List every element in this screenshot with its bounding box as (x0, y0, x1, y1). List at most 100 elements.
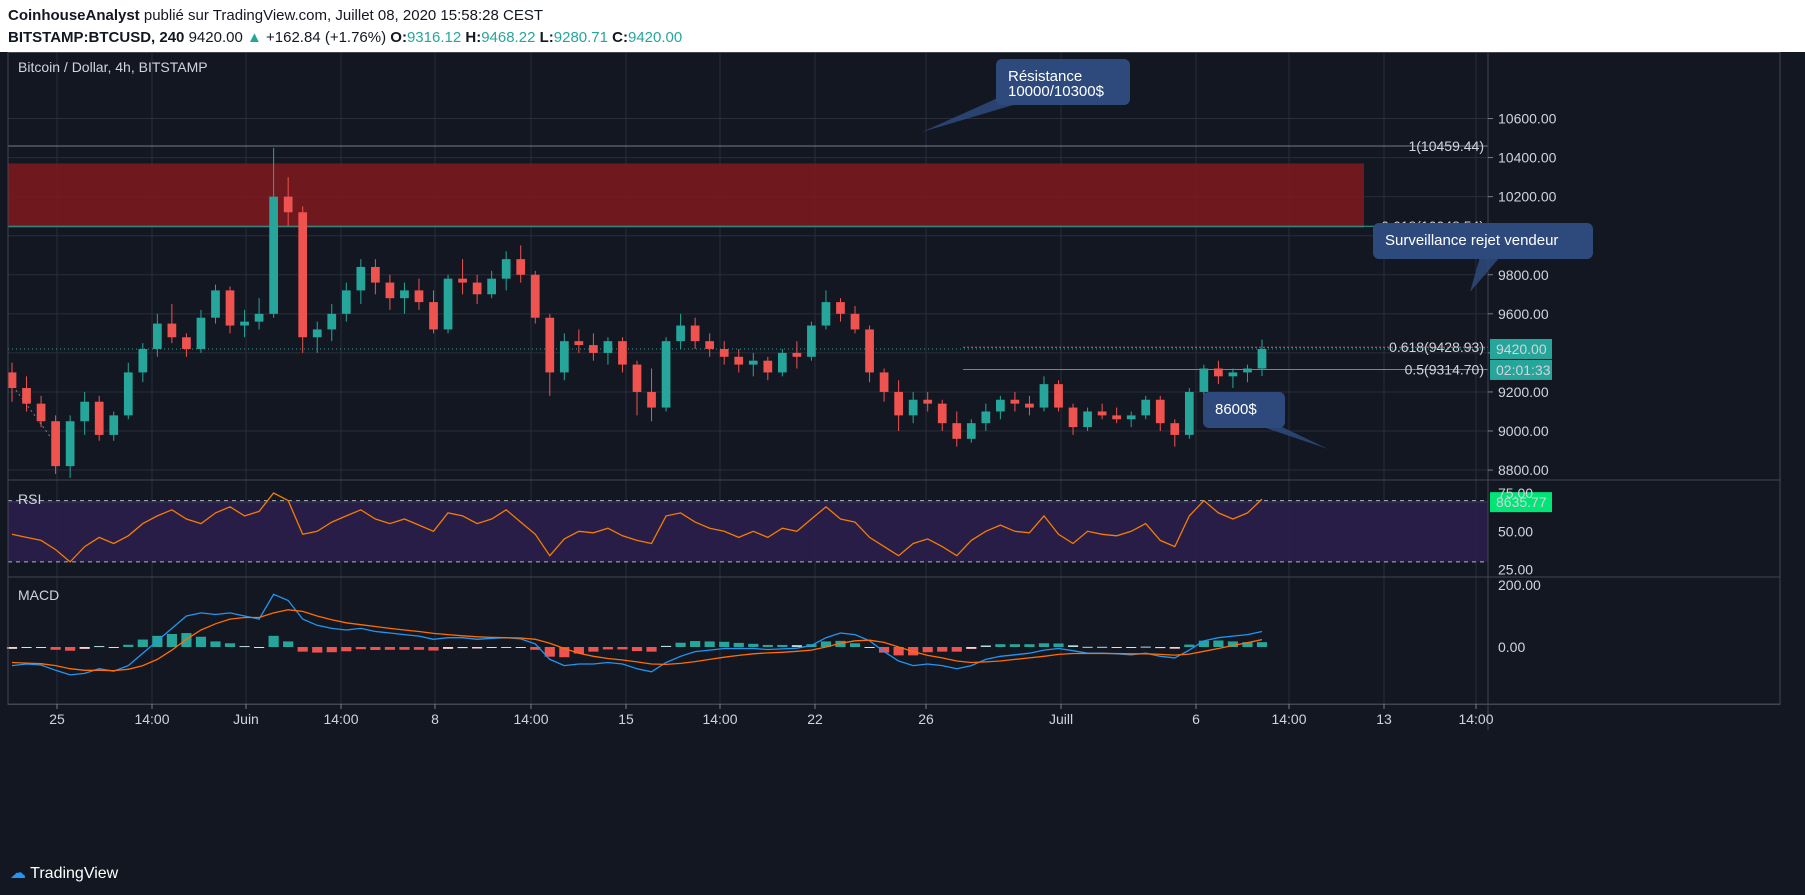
candle-body (65, 421, 75, 467)
callout-text: 10000/10300$ (1008, 83, 1105, 100)
macd-histogram-bar (791, 645, 802, 647)
candle-body (690, 325, 700, 342)
rsi-tick-label: 25.00 (1498, 562, 1533, 578)
countdown-tag (1490, 359, 1552, 380)
candle-body (385, 282, 395, 299)
candle-body (705, 341, 715, 349)
change-arrow-icon: ▲ (246, 29, 262, 46)
macd-histogram-bar (1097, 646, 1108, 648)
macd-histogram-bar (341, 647, 352, 652)
macd-histogram-bar (1053, 643, 1064, 647)
published-text: publié sur TradingView.com, Juillet 08, … (143, 7, 543, 24)
candle-body (1184, 391, 1194, 435)
candle-body (676, 325, 685, 342)
candle-body (559, 341, 569, 373)
last-price: 9420.00 (188, 29, 243, 46)
macd-histogram-bar (820, 641, 832, 647)
candle-body (952, 423, 962, 439)
candle-body (996, 399, 1005, 412)
countdown-tag-label: 02:01:33 (1496, 362, 1551, 378)
price-axis[interactable]: 10600.0010400.0010200.0010000.009800.009… (1488, 111, 1557, 655)
time-axis[interactable]: 25 14:00 Juin 14:00 8 14:00 15 14:00 22 26 Juill 6 1… (49, 704, 1494, 727)
price-pane-title: Bitcoin / Dollar, 4h, BITSTAMP (18, 59, 208, 75)
macd-histogram-bar (239, 646, 250, 648)
macd-histogram-bar (384, 647, 395, 650)
candle-body (632, 364, 642, 392)
macd-histogram-bar (588, 647, 599, 652)
rsi-tick-label: 75.00 (1498, 485, 1533, 501)
macd-histogram-bar (733, 642, 744, 647)
chart-area[interactable]: 1(10459.44)0.618(10048.54)0.618(9428.93)… (0, 52, 1805, 853)
macd-tick-label: 0.00 (1498, 639, 1525, 655)
candle-body (1155, 399, 1165, 424)
chart-header: CoinhouseAnalyst publié sur TradingView.… (0, 0, 1805, 52)
candle-body (327, 313, 337, 330)
callout-text: Surveillance rejet vendeur (1385, 232, 1558, 249)
publish-line: CoinhouseAnalyst publié sur TradingView.… (8, 7, 543, 24)
last-price-tag-label: 9420.00 (1496, 341, 1547, 357)
macd-histogram-bar (748, 643, 759, 647)
macd-histogram-bar (995, 644, 1006, 647)
candle-body (1112, 415, 1122, 420)
time-tick-label: 14:00 (513, 711, 548, 727)
time-tick-label: 26 (918, 711, 934, 727)
candle-body (545, 317, 555, 373)
candle-body (1068, 407, 1078, 428)
macd-pane (6, 593, 1268, 676)
macd-histogram-bar (268, 635, 279, 647)
support-callout: 8600$ (1203, 392, 1328, 449)
macd-histogram-bar (980, 645, 991, 647)
macd-histogram-bar (1126, 647, 1137, 648)
candle-body (966, 423, 976, 439)
candle-body (836, 302, 845, 314)
candle-body (225, 290, 235, 326)
candle-body (458, 278, 467, 283)
candle-body (807, 325, 816, 357)
macd-histogram-bar (573, 647, 584, 654)
time-tick-label: 14:00 (702, 711, 737, 727)
macd-histogram-bar (501, 647, 512, 648)
candle-body (414, 290, 424, 303)
macd-histogram-bar (35, 647, 47, 648)
candle-body (400, 290, 409, 299)
candle-body (196, 317, 206, 349)
macd-histogram-bar (1024, 644, 1035, 647)
candle-body (603, 341, 613, 353)
macd-histogram-bar (413, 647, 425, 650)
macd-histogram-bar (370, 647, 381, 650)
footer: ☁ TradingView (0, 853, 1805, 895)
candle-body (850, 313, 860, 330)
author-name[interactable]: CoinhouseAnalyst (8, 7, 140, 24)
brand-label: TradingView (30, 865, 119, 882)
time-tick-label: Juin (233, 711, 259, 727)
support-tag-label: 8635.77 (1496, 494, 1547, 510)
candle-body (589, 345, 598, 353)
candle-body (312, 329, 322, 338)
tradingview-logo[interactable]: ☁ TradingView (10, 863, 118, 883)
callout-box (1203, 392, 1285, 428)
macd-histogram-bar (893, 647, 904, 656)
candle-body (1054, 384, 1063, 408)
macd-histogram-bar (559, 647, 570, 658)
candle-body (7, 372, 17, 389)
macd-histogram-bar (355, 647, 366, 650)
macd-histogram-bar (1242, 642, 1253, 647)
time-tick-label: Juill (1049, 711, 1073, 727)
macd-histogram-bar (675, 642, 686, 647)
price-change: +162.84 (+1.76%) (266, 29, 387, 46)
candle-body (1039, 384, 1049, 408)
macd-histogram-bar (399, 647, 410, 650)
candle-body (341, 290, 351, 314)
candle-body (1199, 368, 1209, 392)
candle-body (94, 401, 104, 435)
support-tag (1490, 492, 1552, 513)
seller-callout: Surveillance rejet vendeur (1373, 223, 1593, 292)
time-tick-label: 6 (1192, 711, 1200, 727)
cloud-icon: ☁ (10, 865, 26, 882)
candle-body (618, 341, 627, 365)
macd-histogram-bar (210, 641, 221, 647)
candle-body (719, 348, 729, 357)
macd-histogram-bar (1082, 646, 1093, 648)
callout-box (996, 59, 1130, 105)
